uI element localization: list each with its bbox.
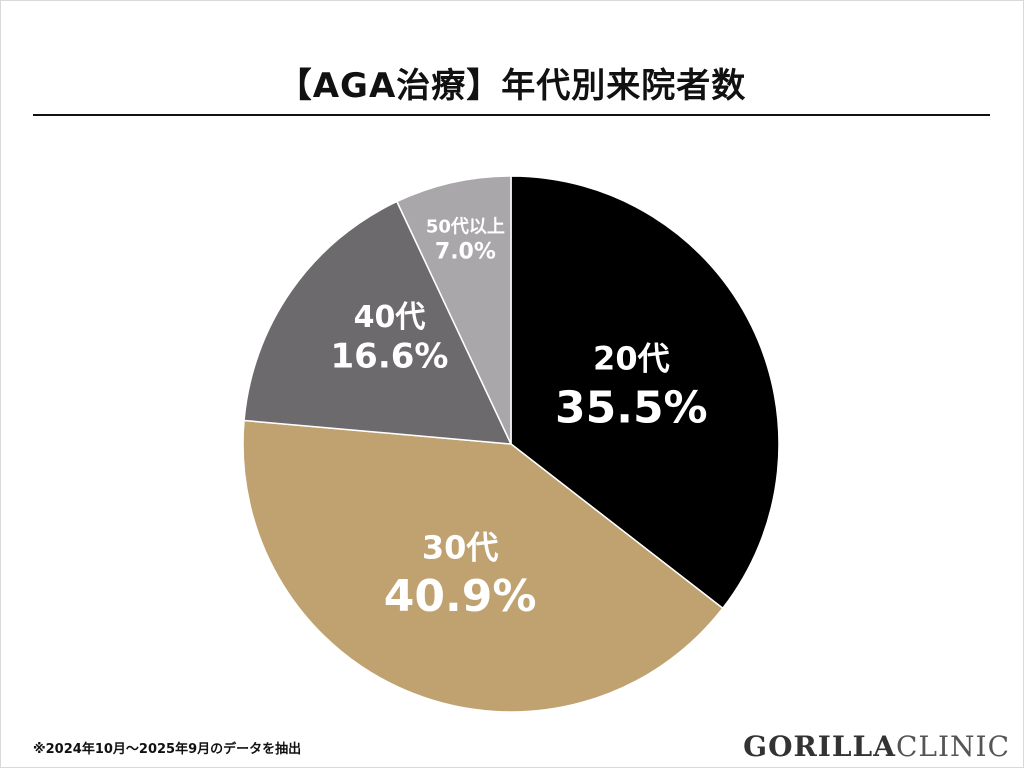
slice-value-label-4: 7.0% xyxy=(435,240,496,265)
logo-brand: GORILLA xyxy=(743,730,896,763)
slice-value-label-1: 35.5% xyxy=(555,382,708,433)
pie-slice-2 xyxy=(242,419,724,713)
slice-value-label-3: 16.6% xyxy=(331,337,449,377)
pie-slice-3 xyxy=(243,200,513,445)
title-underline xyxy=(33,114,990,116)
slice-category-label-2: 30代 xyxy=(422,528,499,566)
logo-suffix: CLINIC xyxy=(895,730,1010,763)
slice-category-label-4: 50代以上 xyxy=(426,216,505,237)
slice-value-label-2: 40.9% xyxy=(384,571,537,622)
pie-slice-1 xyxy=(510,175,780,610)
slice-category-label-3: 40代 xyxy=(354,300,426,335)
pie-slice-4 xyxy=(395,175,512,445)
gorilla-clinic-logo: GORILLACLINIC xyxy=(743,730,1010,763)
footnote: ※2024年10月〜2025年9月のデータを抽出 xyxy=(33,742,302,757)
slice-category-label-1: 20代 xyxy=(593,340,670,378)
chart-title: 【AGA治療】年代別来院者数 xyxy=(277,66,747,106)
